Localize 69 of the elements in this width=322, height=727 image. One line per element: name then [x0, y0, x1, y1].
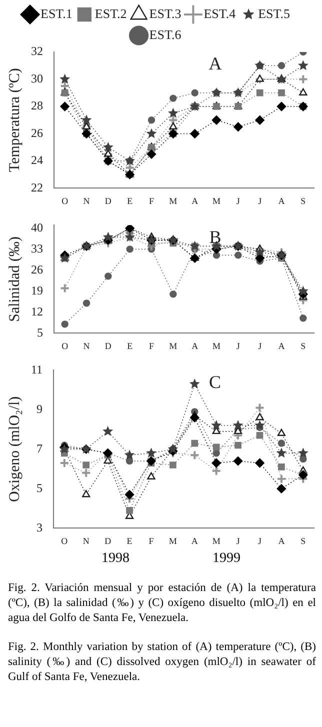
x-tick-label: O: [62, 196, 69, 206]
y-tick-label: 11: [30, 362, 43, 376]
x-tick-label: M: [168, 536, 177, 546]
x-tick-label: J: [236, 536, 240, 546]
x-tick-label: A: [192, 196, 199, 206]
legend-label: EST.3: [149, 6, 182, 21]
x-tick-label: J: [258, 536, 262, 546]
y-tick-label: 5: [37, 325, 43, 340]
legend-label: EST.2: [94, 6, 127, 21]
x-tick-label: F: [148, 536, 154, 546]
x-tick-label: J: [236, 196, 240, 206]
x-tick-label: A: [278, 536, 286, 546]
y-tick-label: 40: [31, 220, 43, 234]
x-tick-label: O: [62, 340, 69, 351]
caption: Fig. 2. Variación mensual y por estación de (A) la temperatura (ºC), (B) la salinidad (‰) y (C) oxígeno disuelto (mlO₂/l) en el agua del Golfo de Santa Fe, Venezuela.: [8, 581, 316, 626]
x-tick-label: N: [83, 340, 90, 351]
x-tick-label: A: [278, 196, 286, 206]
y-tick-label: 3: [36, 520, 43, 534]
y-tick-label: 7: [36, 441, 43, 456]
x-tick-label: F: [148, 340, 154, 351]
x-tick-label: M: [212, 340, 221, 351]
y-tick-label: 26: [31, 262, 43, 276]
annotation: C: [209, 372, 222, 392]
y-tick-label: 22: [31, 180, 43, 194]
x-tick-label: M: [212, 196, 221, 206]
x-tick-label: S: [300, 536, 306, 546]
x-tick-label: D: [104, 196, 112, 206]
y-tick-label: 26: [31, 126, 43, 140]
x-tick-label: S: [300, 340, 306, 351]
y-tick-label: 19: [31, 283, 43, 298]
y-tick-label: 24: [31, 153, 43, 168]
x-tick-label: M: [169, 340, 178, 351]
y-tick-label: 30: [31, 71, 43, 86]
x-tick-label: J: [236, 340, 240, 351]
y-axis-title: Salinidad (‰): [6, 236, 23, 322]
x-tick-label: A: [278, 340, 286, 351]
annotation: A: [208, 54, 222, 74]
y-tick-label: 32: [31, 44, 43, 58]
text: 1998: [102, 551, 130, 567]
y-axis-title: Temperatura (ºC): [6, 68, 23, 172]
x-tick-label: M: [169, 196, 178, 206]
legend-label: EST.4: [204, 6, 236, 21]
y-tick-label: 33: [31, 241, 43, 256]
x-tick-label: J: [258, 196, 262, 206]
y-tick-label: 12: [31, 304, 43, 318]
y-tick-label: 5: [36, 480, 43, 495]
annotation: B: [209, 226, 222, 247]
legend-label: EST.5: [258, 6, 290, 21]
x-tick-label: S: [300, 196, 306, 206]
x-tick-label: M: [212, 536, 220, 546]
legend-label: EST.6: [149, 26, 182, 42]
x-tick-label: J: [258, 340, 262, 351]
y-axis-title: Oxigeno (mlO₂/l): [6, 396, 23, 502]
x-tick-label: A: [192, 340, 199, 351]
x-tick-label: E: [127, 196, 134, 206]
x-tick-label: N: [82, 536, 90, 546]
x-tick-label: A: [191, 536, 198, 546]
text: 1999: [212, 551, 240, 567]
x-tick-label: N: [83, 196, 90, 206]
x-tick-label: D: [104, 536, 112, 546]
x-tick-label: E: [126, 536, 133, 546]
x-tick-label: D: [104, 340, 112, 351]
y-tick-label: 28: [31, 98, 43, 113]
x-tick-label: O: [61, 536, 68, 546]
y-tick-label: 9: [36, 402, 43, 416]
caption: Fig. 2. Monthly variation by station of (A) temperature (ºC), (B) salinity (‰) and (C) dissolved oxygen (mlO₂/l) in seawater of Gulf of Santa Fe, Venezuela.: [8, 640, 316, 685]
legend-label: EST.1: [40, 6, 72, 21]
x-tick-label: E: [127, 340, 134, 351]
x-tick-label: F: [148, 196, 154, 206]
